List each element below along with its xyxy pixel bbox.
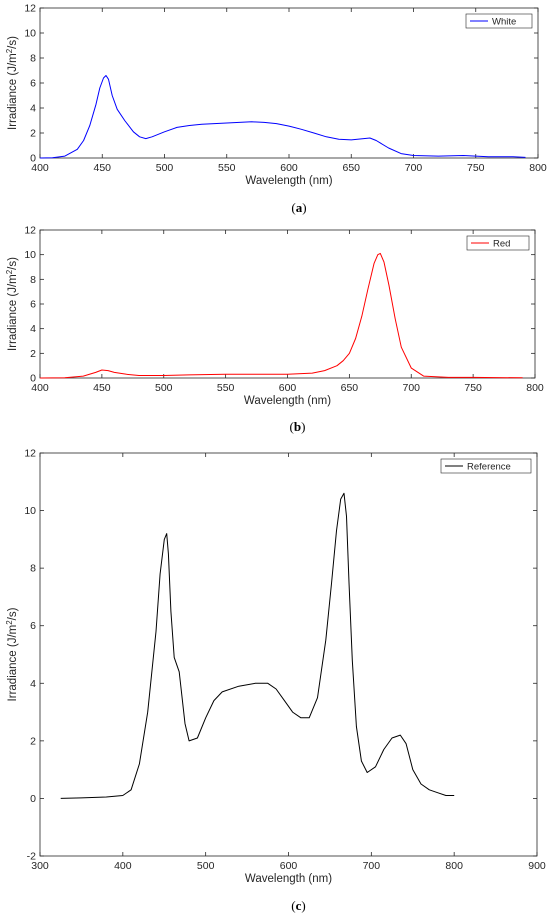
x-tick-label: 600 bbox=[280, 860, 298, 872]
caption-1: (b) bbox=[290, 419, 306, 434]
legend-box bbox=[466, 235, 530, 251]
y-tick-label: 10 bbox=[24, 28, 36, 40]
y-tick-label: 2 bbox=[30, 128, 36, 140]
x-tick-label: 800 bbox=[529, 162, 547, 174]
x-tick-label: 800 bbox=[445, 860, 463, 872]
xlabel-2: Wavelength (nm) bbox=[245, 873, 332, 885]
y-tick-label: 12 bbox=[24, 448, 36, 460]
ylabel-2: Irradiance (J/m2/s) bbox=[5, 607, 19, 701]
y-tick-label: 8 bbox=[30, 563, 36, 575]
y-tick-label: 4 bbox=[30, 323, 36, 335]
x-tick-label: 600 bbox=[280, 162, 298, 174]
x-tick-label: 550 bbox=[218, 162, 236, 174]
x-tick-label: 750 bbox=[464, 382, 482, 394]
legend-box bbox=[440, 458, 532, 474]
y-tick-label: 2 bbox=[30, 348, 36, 360]
series-line-reference bbox=[60, 492, 455, 799]
series-line-red bbox=[39, 252, 523, 379]
x-tick-label: 650 bbox=[342, 162, 360, 174]
x-tick-label: 500 bbox=[156, 162, 174, 174]
y-tick-label: 12 bbox=[24, 3, 36, 15]
x-tick-label: 800 bbox=[526, 382, 544, 394]
y-tick-label: 0 bbox=[30, 373, 36, 385]
axes-box-0 bbox=[39, 7, 539, 159]
x-tick-label: 700 bbox=[405, 162, 423, 174]
legend-label: Reference bbox=[467, 461, 511, 472]
y-tick-label: 6 bbox=[30, 78, 36, 90]
y-tick-label: 12 bbox=[24, 225, 36, 237]
x-tick-label: 650 bbox=[341, 382, 359, 394]
y-tick-label: 2 bbox=[30, 735, 36, 747]
y-tick-label: 10 bbox=[24, 505, 36, 517]
legend-label: White bbox=[492, 16, 516, 27]
x-tick-label: 450 bbox=[93, 162, 111, 174]
chart-panel-0: 400 450 500 550 600 650 700 750 800 0 2 4 6 8 10 12 Wave… bbox=[5, 3, 547, 216]
ylabel-1: Irradiance (J/m2/s) bbox=[5, 257, 19, 351]
x-tick-label: 500 bbox=[197, 860, 215, 872]
x-tick-label: 400 bbox=[31, 382, 49, 394]
y-tick-label: 8 bbox=[30, 53, 36, 65]
y-tick-label: 6 bbox=[30, 620, 36, 632]
legend-box bbox=[465, 13, 533, 29]
y-tick-label: 4 bbox=[30, 103, 36, 115]
axes-box-1 bbox=[39, 229, 536, 379]
x-tick-label: 500 bbox=[155, 382, 173, 394]
legend-label: Red bbox=[493, 238, 510, 249]
x-tick-label: 900 bbox=[528, 860, 546, 872]
chart-panel-2: 300 400 500 600 700 800 900 -2 0 2 4 6 8 10 12 Waveleng… bbox=[5, 448, 546, 914]
x-tick-label: 450 bbox=[93, 382, 111, 394]
y-tick-label: 6 bbox=[30, 299, 36, 311]
y-tick-label: 0 bbox=[30, 153, 36, 165]
ylabel-0: Irradiance (J/m2/s) bbox=[5, 36, 19, 130]
y-tick-label: 10 bbox=[24, 249, 36, 261]
x-tick-label: 600 bbox=[279, 382, 297, 394]
y-tick-label: 8 bbox=[30, 274, 36, 286]
x-tick-label: 700 bbox=[402, 382, 420, 394]
caption-0: (a) bbox=[291, 200, 306, 215]
x-tick-label: 400 bbox=[31, 162, 49, 174]
axes-box-2 bbox=[39, 452, 538, 857]
x-tick-label: 750 bbox=[467, 162, 485, 174]
y-tick-label: 4 bbox=[30, 678, 36, 690]
caption-2: (c) bbox=[291, 898, 305, 913]
x-tick-label: 400 bbox=[114, 860, 132, 872]
xlabel-0: Wavelength (nm) bbox=[245, 175, 332, 187]
y-tick-label: -2 bbox=[27, 851, 36, 863]
x-tick-label: 300 bbox=[31, 860, 49, 872]
chart-panel-1: 400 450 500 550 600 650 700 750 800 0 2 4 6 8 10 12 Wave… bbox=[5, 225, 544, 435]
x-tick-label: 550 bbox=[217, 382, 235, 394]
x-tick-label: 700 bbox=[363, 860, 381, 872]
xlabel-1: Wavelength (nm) bbox=[244, 395, 331, 407]
y-tick-label: 0 bbox=[30, 793, 36, 805]
series-line-white bbox=[39, 75, 526, 159]
